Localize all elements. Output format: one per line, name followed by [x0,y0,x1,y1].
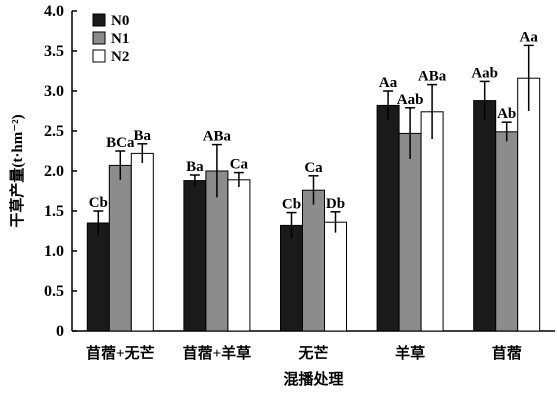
significance-label: ABa [418,69,447,85]
x-category-label: 苜蓿+羊草 [183,344,252,362]
y-tick-label: 1.5 [44,203,64,220]
bar-n0 [183,180,207,332]
y-tick-label: 0.5 [44,283,64,300]
y-tick-label: 2.5 [44,123,64,140]
significance-label: ABa [203,129,232,145]
x-category-label: 羊草 [395,344,425,362]
legend-label: N1 [111,31,129,47]
bar-n1 [398,132,422,332]
bar-n0 [376,104,400,332]
bar-n1 [495,131,519,332]
significance-label: Db [326,196,345,212]
x-category-labels: 苜蓿+无芒 苜蓿+羊草 无芒 羊草 苜蓿 [86,344,522,362]
y-axis-title: 干草产量(t·hm⁻²) [8,114,26,227]
significance-label: Ab [497,106,516,122]
error-bars [93,44,534,239]
significance-label: Ca [230,157,249,173]
x-category-label: 苜蓿 [492,344,522,362]
legend-swatch [92,13,106,27]
y-tick-label: 4.0 [44,3,64,20]
legend-swatch [92,31,106,45]
y-tick-label: 3.0 [44,83,64,100]
bar-n2 [227,179,251,332]
bar-n0 [473,100,497,332]
significance-label: Aa [520,29,539,45]
bar-n2 [324,221,347,332]
bar-n1 [302,189,325,332]
x-category-label: 无芒 [297,344,328,362]
bar-n1 [108,164,132,332]
significance-label: Ba [186,159,204,175]
legend-swatch [92,49,106,63]
bar-n0 [86,222,110,332]
significance-label: Aab [471,65,498,81]
bar-n2 [130,152,154,332]
legend-label: N0 [111,13,129,29]
y-ticks: 0 0.5 1.0 1.5 2.0 2.5 3.0 3.5 4.0 [44,3,77,340]
bar-n2 [517,77,541,332]
legend: N0 N1 N2 [92,13,129,65]
significance-label: Cb [89,195,108,211]
legend-label: N2 [111,49,129,65]
significance-label: Aab [397,92,424,108]
significance-label: BCa [106,135,135,151]
y-tick-label: 1.0 [44,243,64,260]
y-tick-label: 3.5 [44,43,64,60]
bar-n0 [280,224,303,332]
significance-label: Cb [282,197,301,213]
significance-label: Aa [379,75,398,91]
y-tick-label: 2.0 [44,163,64,180]
bar-n2 [420,111,444,332]
x-axis-title: 混播处理 [283,370,343,388]
y-tick-label: 0 [56,323,64,340]
significance-label: Ca [304,160,323,176]
significance-label: Ba [134,128,152,144]
x-category-label: 苜蓿+无芒 [86,344,155,362]
bars [86,77,541,332]
